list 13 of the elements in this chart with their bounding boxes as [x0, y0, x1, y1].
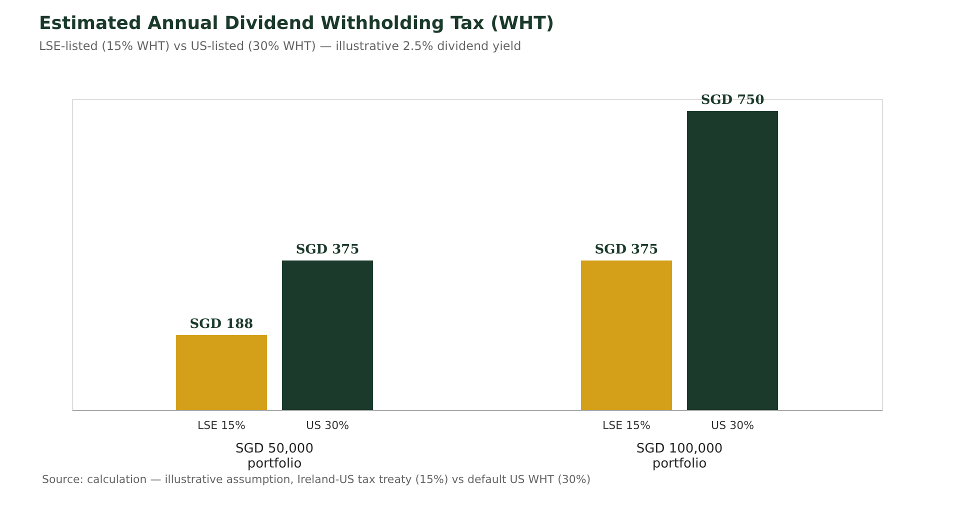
- source-note: Source: calculation — illustrative assumption, Ireland-US tax treaty (15%) vs default US WHT (30%): [42, 473, 591, 486]
- series-label: LSE 15%: [197, 419, 246, 432]
- data-label: SGD 188: [190, 317, 254, 332]
- data-label: SGD 375: [296, 242, 360, 258]
- series-label: US 30%: [306, 419, 350, 432]
- chart-title: Estimated Annual Dividend Withholding Tax (WHT): [39, 12, 554, 34]
- data-label: SGD 375: [594, 242, 658, 258]
- data-label: SGD 750: [700, 92, 764, 108]
- x-tick-label: SGD 100,000 portfolio: [636, 442, 723, 472]
- text: US 30%: [711, 419, 754, 432]
- text: LSE 15%: [602, 419, 650, 432]
- x-tick-label: SGD 50,000 portfolio: [236, 442, 314, 472]
- chart-subtitle: LSE-listed (15% WHT) vs US-listed (30% WHT) — illustrative 2.5% dividend yield: [39, 38, 522, 53]
